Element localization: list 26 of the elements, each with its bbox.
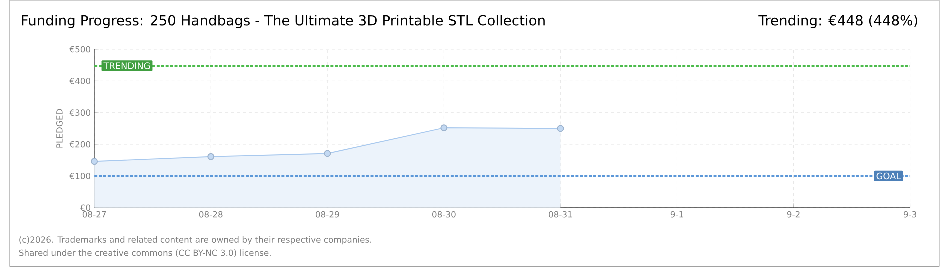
point bbox=[208, 153, 215, 160]
point bbox=[557, 125, 564, 132]
y-tick-label: €200 bbox=[70, 141, 91, 148]
ref-line-label: TRENDING bbox=[104, 62, 150, 70]
y-axis-title: PLEDGED bbox=[56, 109, 63, 148]
text: (c)2026. Trademarks and related content are owned by their respective companies. bbox=[20, 236, 372, 244]
y-tick-label: €0 bbox=[80, 204, 91, 211]
point bbox=[91, 158, 98, 165]
chart-subtitle: Trending: €448 (448%) bbox=[758, 14, 918, 28]
x-tick-label: 08-28 bbox=[199, 211, 223, 218]
text: Shared under the creative commons (CC BY-NC 3.0) license. bbox=[19, 250, 271, 258]
chart-title: Funding Progress: 250 Handbags - The Ultimate 3D Printable STL Collection bbox=[22, 14, 545, 28]
point bbox=[324, 150, 332, 158]
y-tick-label: €400 bbox=[70, 78, 91, 84]
y-tick-label: €500 bbox=[70, 46, 91, 53]
x-tick-label: 08-27 bbox=[82, 211, 106, 218]
x-tick-label: 08-30 bbox=[432, 211, 456, 218]
y-tick-label: €300 bbox=[70, 110, 91, 116]
x-tick-label: 08-31 bbox=[549, 211, 572, 218]
x-tick-label: 9-3 bbox=[904, 211, 916, 218]
y-tick-label: €100 bbox=[70, 172, 91, 180]
x-tick-label: 9-2 bbox=[787, 211, 800, 218]
x-tick-label: 9-1 bbox=[670, 211, 684, 218]
x-tick-label: 08-29 bbox=[316, 211, 340, 218]
ref-line-label: GOAL bbox=[876, 172, 902, 180]
point bbox=[440, 124, 448, 132]
